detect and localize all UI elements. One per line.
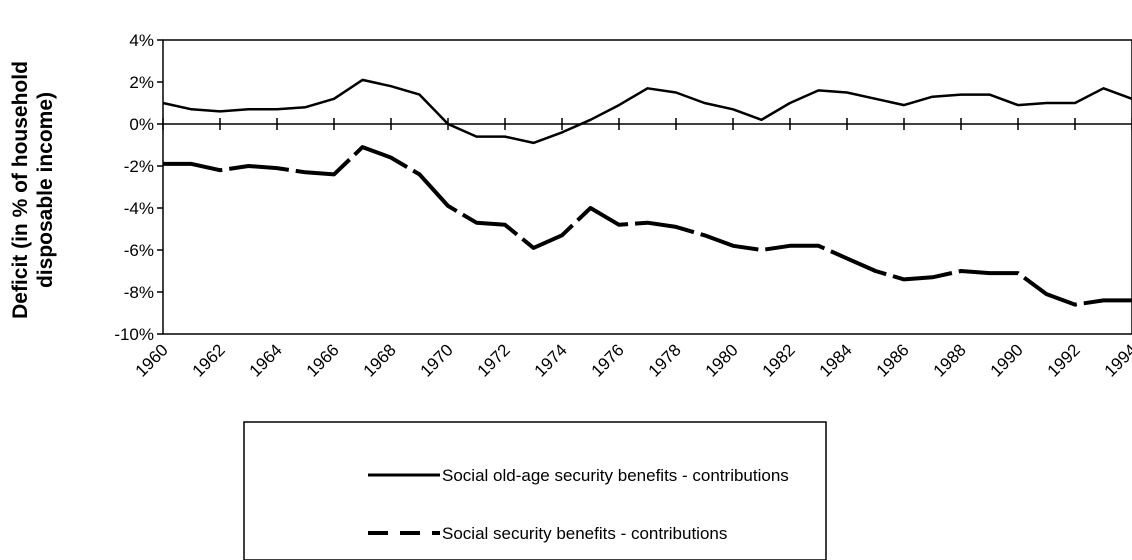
y-tick-label: -6% — [124, 241, 154, 260]
y-tick-label: -10% — [114, 325, 154, 344]
x-tick-label: 1994 — [1101, 340, 1132, 380]
x-tick-label: 1968 — [360, 340, 400, 380]
x-tick-label: 1970 — [417, 340, 457, 380]
x-tick-label: 1980 — [702, 340, 742, 380]
x-tick-label: 1992 — [1044, 340, 1084, 380]
legend-label-social-security: Social security benefits - contributions — [442, 524, 727, 543]
x-tick-label: 1972 — [474, 340, 514, 380]
x-tick-label: 1966 — [303, 340, 343, 380]
x-tick-label: 1960 — [132, 340, 172, 380]
y-tick-label: 4% — [129, 31, 154, 50]
plot-border — [162, 39, 1132, 335]
y-tick-label: -8% — [124, 283, 154, 302]
x-tick-label: 1978 — [645, 340, 685, 380]
x-tick-label: 1974 — [531, 340, 571, 380]
x-axis — [162, 118, 1132, 130]
x-tick-label: 1990 — [987, 340, 1027, 380]
x-tick-label: 1988 — [930, 340, 970, 380]
y-tick-label: -2% — [124, 157, 154, 176]
legend: Social old-age security benefits - contr… — [243, 421, 827, 560]
x-tick-label: 1982 — [759, 340, 799, 380]
y-tick-label: 0% — [129, 115, 154, 134]
series-line-old-age — [162, 78, 1132, 145]
y-tick-label: -4% — [124, 199, 154, 218]
legend-label-old-age: Social old-age security benefits - contr… — [442, 466, 789, 485]
x-tick-label: 1962 — [189, 340, 229, 380]
series-lines — [162, 78, 1132, 307]
x-tick-label: 1984 — [816, 340, 856, 380]
y-axis-label-line1: Deficit (in % of household — [9, 61, 32, 319]
series-line-social-security — [163, 145, 1132, 307]
plot-area — [162, 39, 1132, 335]
y-axis-ticks: 4% 2% 0% -2% -4% -6% -8% -10% — [114, 31, 163, 344]
y-tick-label: 2% — [129, 73, 154, 92]
x-tick-label: 1986 — [873, 340, 913, 380]
y-axis-label-line2: disposable income) — [34, 92, 57, 288]
x-axis-ticks: 1960 1962 1964 1966 1968 1970 1972 1974 1976 1978… — [132, 340, 1132, 380]
legend-box — [243, 421, 827, 560]
x-tick-label: 1976 — [588, 340, 628, 380]
y-axis-label: Deficit (in % of household disposable in… — [9, 61, 57, 319]
x-tick-label: 1964 — [246, 340, 286, 380]
